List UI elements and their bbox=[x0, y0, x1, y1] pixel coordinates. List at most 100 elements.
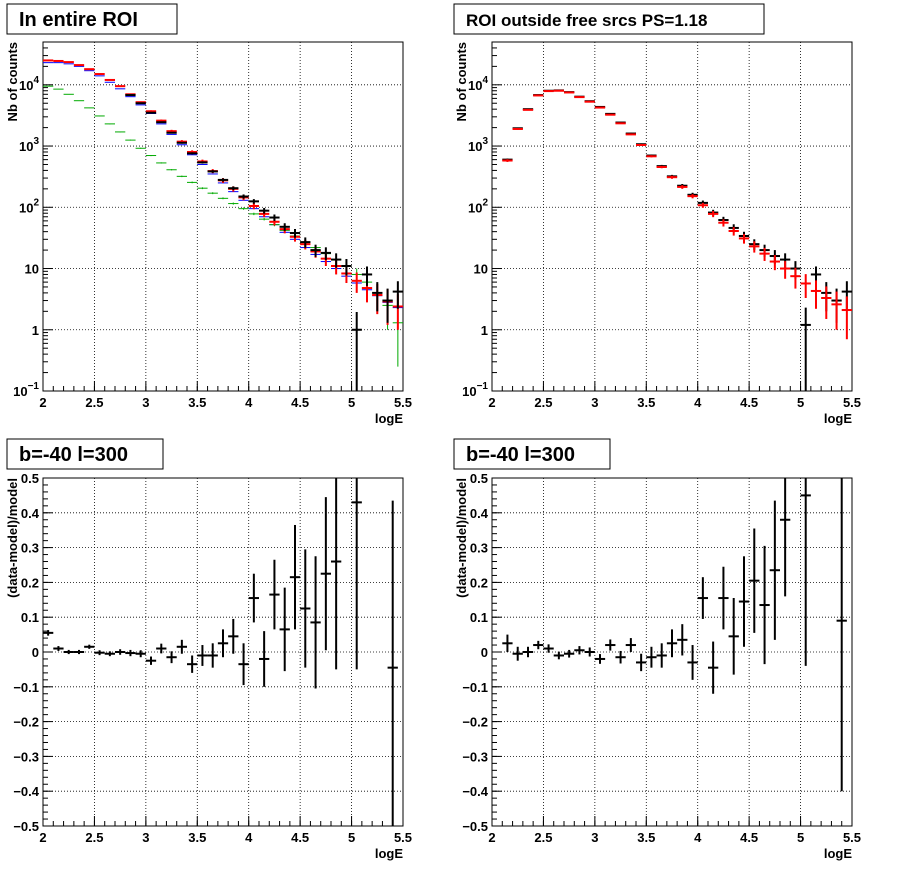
data-point bbox=[248, 212, 259, 216]
data-point bbox=[135, 147, 146, 149]
data-point bbox=[821, 286, 832, 319]
y-tick-exponent: −1 bbox=[28, 381, 40, 392]
data-point bbox=[125, 94, 136, 97]
y-axis-title: (data-model)/model bbox=[454, 478, 469, 598]
data-point bbox=[625, 638, 636, 652]
data-point bbox=[228, 186, 239, 191]
data-point bbox=[259, 631, 270, 687]
data-point bbox=[656, 643, 667, 668]
data-point bbox=[63, 649, 74, 655]
data-point bbox=[135, 650, 146, 658]
y-axis-title: (data-model)/model bbox=[5, 478, 20, 598]
data-point bbox=[166, 169, 177, 171]
chart-panel-4: 2 2.5 3 3.5 4 4.5 5 5.5 −0.5 −0.4 −0.3 −0.2 −0.1 0 0.1… bbox=[453, 438, 861, 861]
data-point bbox=[320, 247, 331, 260]
data-point bbox=[800, 307, 811, 391]
y-tick-exponent: 2 bbox=[33, 197, 39, 208]
x-tick-label: 4 bbox=[245, 830, 253, 845]
y-tick-label: −0.1 bbox=[13, 680, 39, 695]
y-tick-base: 10 bbox=[462, 384, 476, 399]
data-point bbox=[207, 170, 218, 173]
chart-title-box bbox=[453, 3, 765, 35]
data-point bbox=[666, 175, 678, 179]
x-tick-label: 5.5 bbox=[843, 830, 861, 845]
data-point bbox=[53, 646, 64, 651]
data-point bbox=[238, 194, 249, 199]
y-tick-label: 0.3 bbox=[21, 541, 39, 556]
x-tick-label: 5.5 bbox=[394, 395, 412, 410]
data-point bbox=[512, 127, 523, 130]
y-tick-exponent: 4 bbox=[482, 75, 488, 86]
plot-frame bbox=[491, 41, 853, 392]
data-point bbox=[331, 478, 342, 670]
y-tick-base: 10 bbox=[468, 139, 482, 154]
x-axis-title: logE bbox=[375, 411, 403, 426]
y-tick-label: 0.1 bbox=[470, 610, 488, 625]
data-point bbox=[387, 500, 398, 826]
data-point bbox=[687, 194, 698, 199]
x-tick-label: 4 bbox=[245, 395, 253, 410]
data-point bbox=[104, 78, 115, 81]
y-tick-label: −0.5 bbox=[13, 819, 39, 834]
data-point bbox=[187, 655, 198, 673]
data-point bbox=[207, 643, 218, 668]
data-point bbox=[341, 259, 352, 276]
x-tick-label: 2 bbox=[39, 830, 46, 845]
y-tick-base: 10 bbox=[13, 384, 27, 399]
chart-title: In entire ROI bbox=[19, 9, 138, 31]
data-point bbox=[228, 202, 239, 205]
data-point bbox=[522, 108, 534, 111]
data-point bbox=[289, 228, 301, 238]
data-point bbox=[300, 237, 311, 248]
x-tick-label: 2 bbox=[488, 395, 495, 410]
data-point bbox=[697, 202, 708, 208]
data-point bbox=[738, 234, 750, 244]
data-point bbox=[156, 121, 167, 124]
series-1 bbox=[502, 478, 847, 792]
x-tick-label: 4.5 bbox=[740, 830, 758, 845]
data-point bbox=[646, 646, 657, 668]
data-point bbox=[259, 207, 270, 214]
data-point bbox=[135, 102, 146, 105]
data-point bbox=[228, 618, 239, 654]
data-point bbox=[289, 524, 301, 630]
y-tick-base: 10 bbox=[468, 200, 482, 215]
data-point bbox=[351, 272, 362, 293]
y-tick-label: 0.4 bbox=[470, 506, 489, 521]
data-point bbox=[166, 131, 177, 134]
y-tick-label: 103 bbox=[19, 136, 39, 154]
y-tick-label: 10 bbox=[474, 262, 488, 277]
data-point bbox=[392, 281, 403, 309]
x-axis-title: logE bbox=[375, 846, 403, 861]
y-tick-label: −0.5 bbox=[462, 819, 488, 834]
data-point bbox=[810, 280, 822, 309]
y-tick-label: 102 bbox=[468, 197, 488, 215]
x-tick-label: 5.5 bbox=[394, 830, 412, 845]
data-point bbox=[625, 133, 636, 136]
data-point bbox=[176, 639, 187, 654]
data-point bbox=[769, 255, 780, 271]
y-tick-exponent: 3 bbox=[482, 136, 488, 147]
y-tick-label: 104 bbox=[468, 75, 488, 93]
y-tick-label: 1 bbox=[481, 323, 488, 338]
data-point bbox=[53, 59, 64, 62]
data-point bbox=[300, 549, 311, 668]
x-tick-label: 4 bbox=[694, 830, 702, 845]
data-point bbox=[259, 217, 270, 221]
data-point bbox=[372, 282, 383, 312]
data-point bbox=[125, 139, 136, 141]
data-point bbox=[728, 598, 739, 675]
chart-title-box bbox=[6, 3, 178, 35]
y-tick-base: 10 bbox=[19, 78, 33, 93]
y-axis-title: Nb of counts bbox=[5, 42, 20, 121]
y-tick-exponent: 2 bbox=[482, 197, 488, 208]
data-point bbox=[502, 159, 513, 162]
data-point bbox=[248, 573, 259, 623]
data-point bbox=[790, 267, 801, 289]
chart-title-box bbox=[453, 438, 611, 470]
x-tick-label: 2 bbox=[39, 395, 46, 410]
data-point bbox=[63, 61, 74, 64]
y-tick-label: 103 bbox=[468, 136, 488, 154]
